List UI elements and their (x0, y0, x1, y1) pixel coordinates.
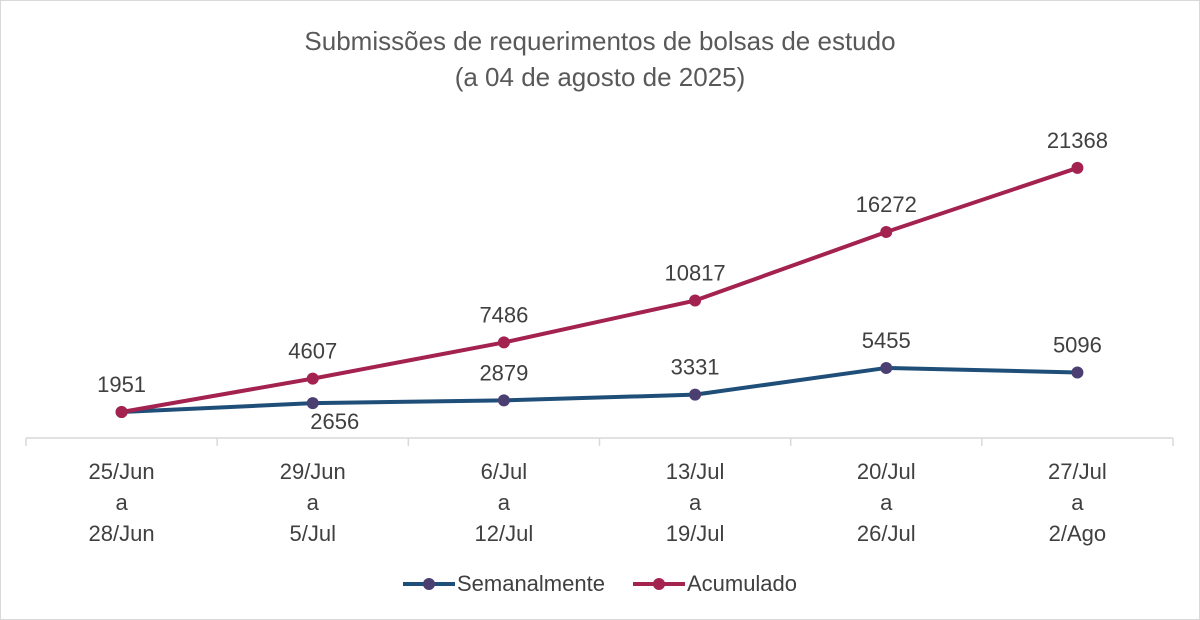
x-tick-label: a (498, 490, 511, 515)
data-point-semanalmente (306, 397, 319, 410)
data-point-acumulado (306, 372, 319, 385)
data-label: 3331 (671, 355, 720, 380)
x-tick-label: 28/Jun (89, 521, 155, 546)
data-label: 7486 (479, 302, 528, 327)
x-tick-label: 13/Jul (666, 459, 725, 484)
x-tick-label: a (307, 490, 320, 515)
data-point-semanalmente (689, 388, 702, 401)
data-point-semanalmente (497, 394, 510, 407)
x-tick-label: a (115, 490, 128, 515)
chart-subtitle: (a 04 de agosto de 2025) (454, 62, 746, 92)
series-line-acumulado (121, 166, 1079, 414)
data-label: 2656 (310, 409, 359, 434)
x-tick-label: 27/Jul (1048, 459, 1107, 484)
x-tick-label: 19/Jul (666, 521, 725, 546)
data-point-semanalmente (880, 361, 893, 374)
data-point-acumulado (1071, 161, 1084, 174)
data-label: 5455 (862, 328, 911, 353)
series-line-semanalmente (121, 365, 1078, 414)
data-point-acumulado (115, 406, 128, 418)
x-tick-label: a (880, 490, 893, 515)
chart-title: Submissões de requerimentos de bolsas de… (304, 26, 896, 56)
legend-label-semanalmente: Semanalmente (456, 571, 605, 596)
x-tick-label: a (1071, 490, 1084, 515)
x-tick-label: 6/Jul (481, 459, 527, 484)
legend-swatch-semanalmente (402, 578, 455, 590)
x-tick-label: 29/Jun (280, 459, 346, 484)
legend-label-acumulado: Acumulado (686, 571, 798, 596)
data-label: 16272 (856, 192, 917, 217)
data-label: 5096 (1053, 332, 1102, 357)
x-tick-label: 25/Jun (89, 459, 155, 484)
data-point-acumulado (689, 294, 702, 307)
x-tick-label: 26/Jul (857, 521, 916, 546)
legend-item-semanalmente: Semanalmente (402, 569, 605, 599)
data-label: 4607 (288, 339, 337, 364)
data-label: 2879 (479, 360, 528, 385)
x-tick-label: a (689, 490, 702, 515)
chart-legend: Semanalmente Acumulado (1, 569, 1199, 599)
data-label: 10817 (664, 261, 725, 286)
x-tick-label: 20/Jul (857, 459, 916, 484)
data-point-semanalmente (1071, 366, 1084, 379)
legend-swatch-acumulado (632, 578, 685, 590)
data-point-acumulado (880, 225, 893, 238)
data-point-acumulado (497, 336, 510, 349)
x-tick-label: 5/Jul (290, 521, 336, 546)
x-tick-label: 12/Jul (475, 521, 534, 546)
legend-item-acumulado: Acumulado (632, 569, 798, 599)
data-label: 1951 (97, 372, 146, 397)
x-tick-label: 2/Ago (1049, 521, 1107, 546)
data-label: 21368 (1047, 128, 1108, 153)
